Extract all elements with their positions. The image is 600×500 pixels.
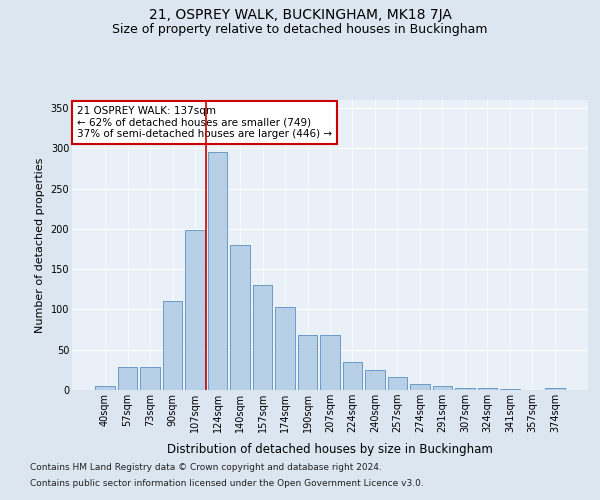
Bar xyxy=(343,362,362,390)
Bar xyxy=(208,152,227,390)
Bar xyxy=(185,230,205,390)
Bar xyxy=(410,384,430,390)
Text: Contains HM Land Registry data © Crown copyright and database right 2024.: Contains HM Land Registry data © Crown c… xyxy=(30,464,382,472)
Text: Distribution of detached houses by size in Buckingham: Distribution of detached houses by size … xyxy=(167,442,493,456)
Bar xyxy=(230,245,250,390)
Bar xyxy=(253,286,272,390)
Text: 21, OSPREY WALK, BUCKINGHAM, MK18 7JA: 21, OSPREY WALK, BUCKINGHAM, MK18 7JA xyxy=(149,8,451,22)
Bar xyxy=(95,386,115,390)
Bar xyxy=(140,368,160,390)
Y-axis label: Number of detached properties: Number of detached properties xyxy=(35,158,45,332)
Bar xyxy=(545,388,565,390)
Bar xyxy=(298,335,317,390)
Bar xyxy=(118,368,137,390)
Bar xyxy=(388,377,407,390)
Text: Size of property relative to detached houses in Buckingham: Size of property relative to detached ho… xyxy=(112,22,488,36)
Bar xyxy=(275,307,295,390)
Bar xyxy=(320,335,340,390)
Bar xyxy=(478,388,497,390)
Bar xyxy=(163,302,182,390)
Text: Contains public sector information licensed under the Open Government Licence v3: Contains public sector information licen… xyxy=(30,478,424,488)
Text: 21 OSPREY WALK: 137sqm
← 62% of detached houses are smaller (749)
37% of semi-de: 21 OSPREY WALK: 137sqm ← 62% of detached… xyxy=(77,106,332,139)
Bar xyxy=(433,386,452,390)
Bar xyxy=(365,370,385,390)
Bar xyxy=(500,389,520,390)
Bar xyxy=(455,388,475,390)
